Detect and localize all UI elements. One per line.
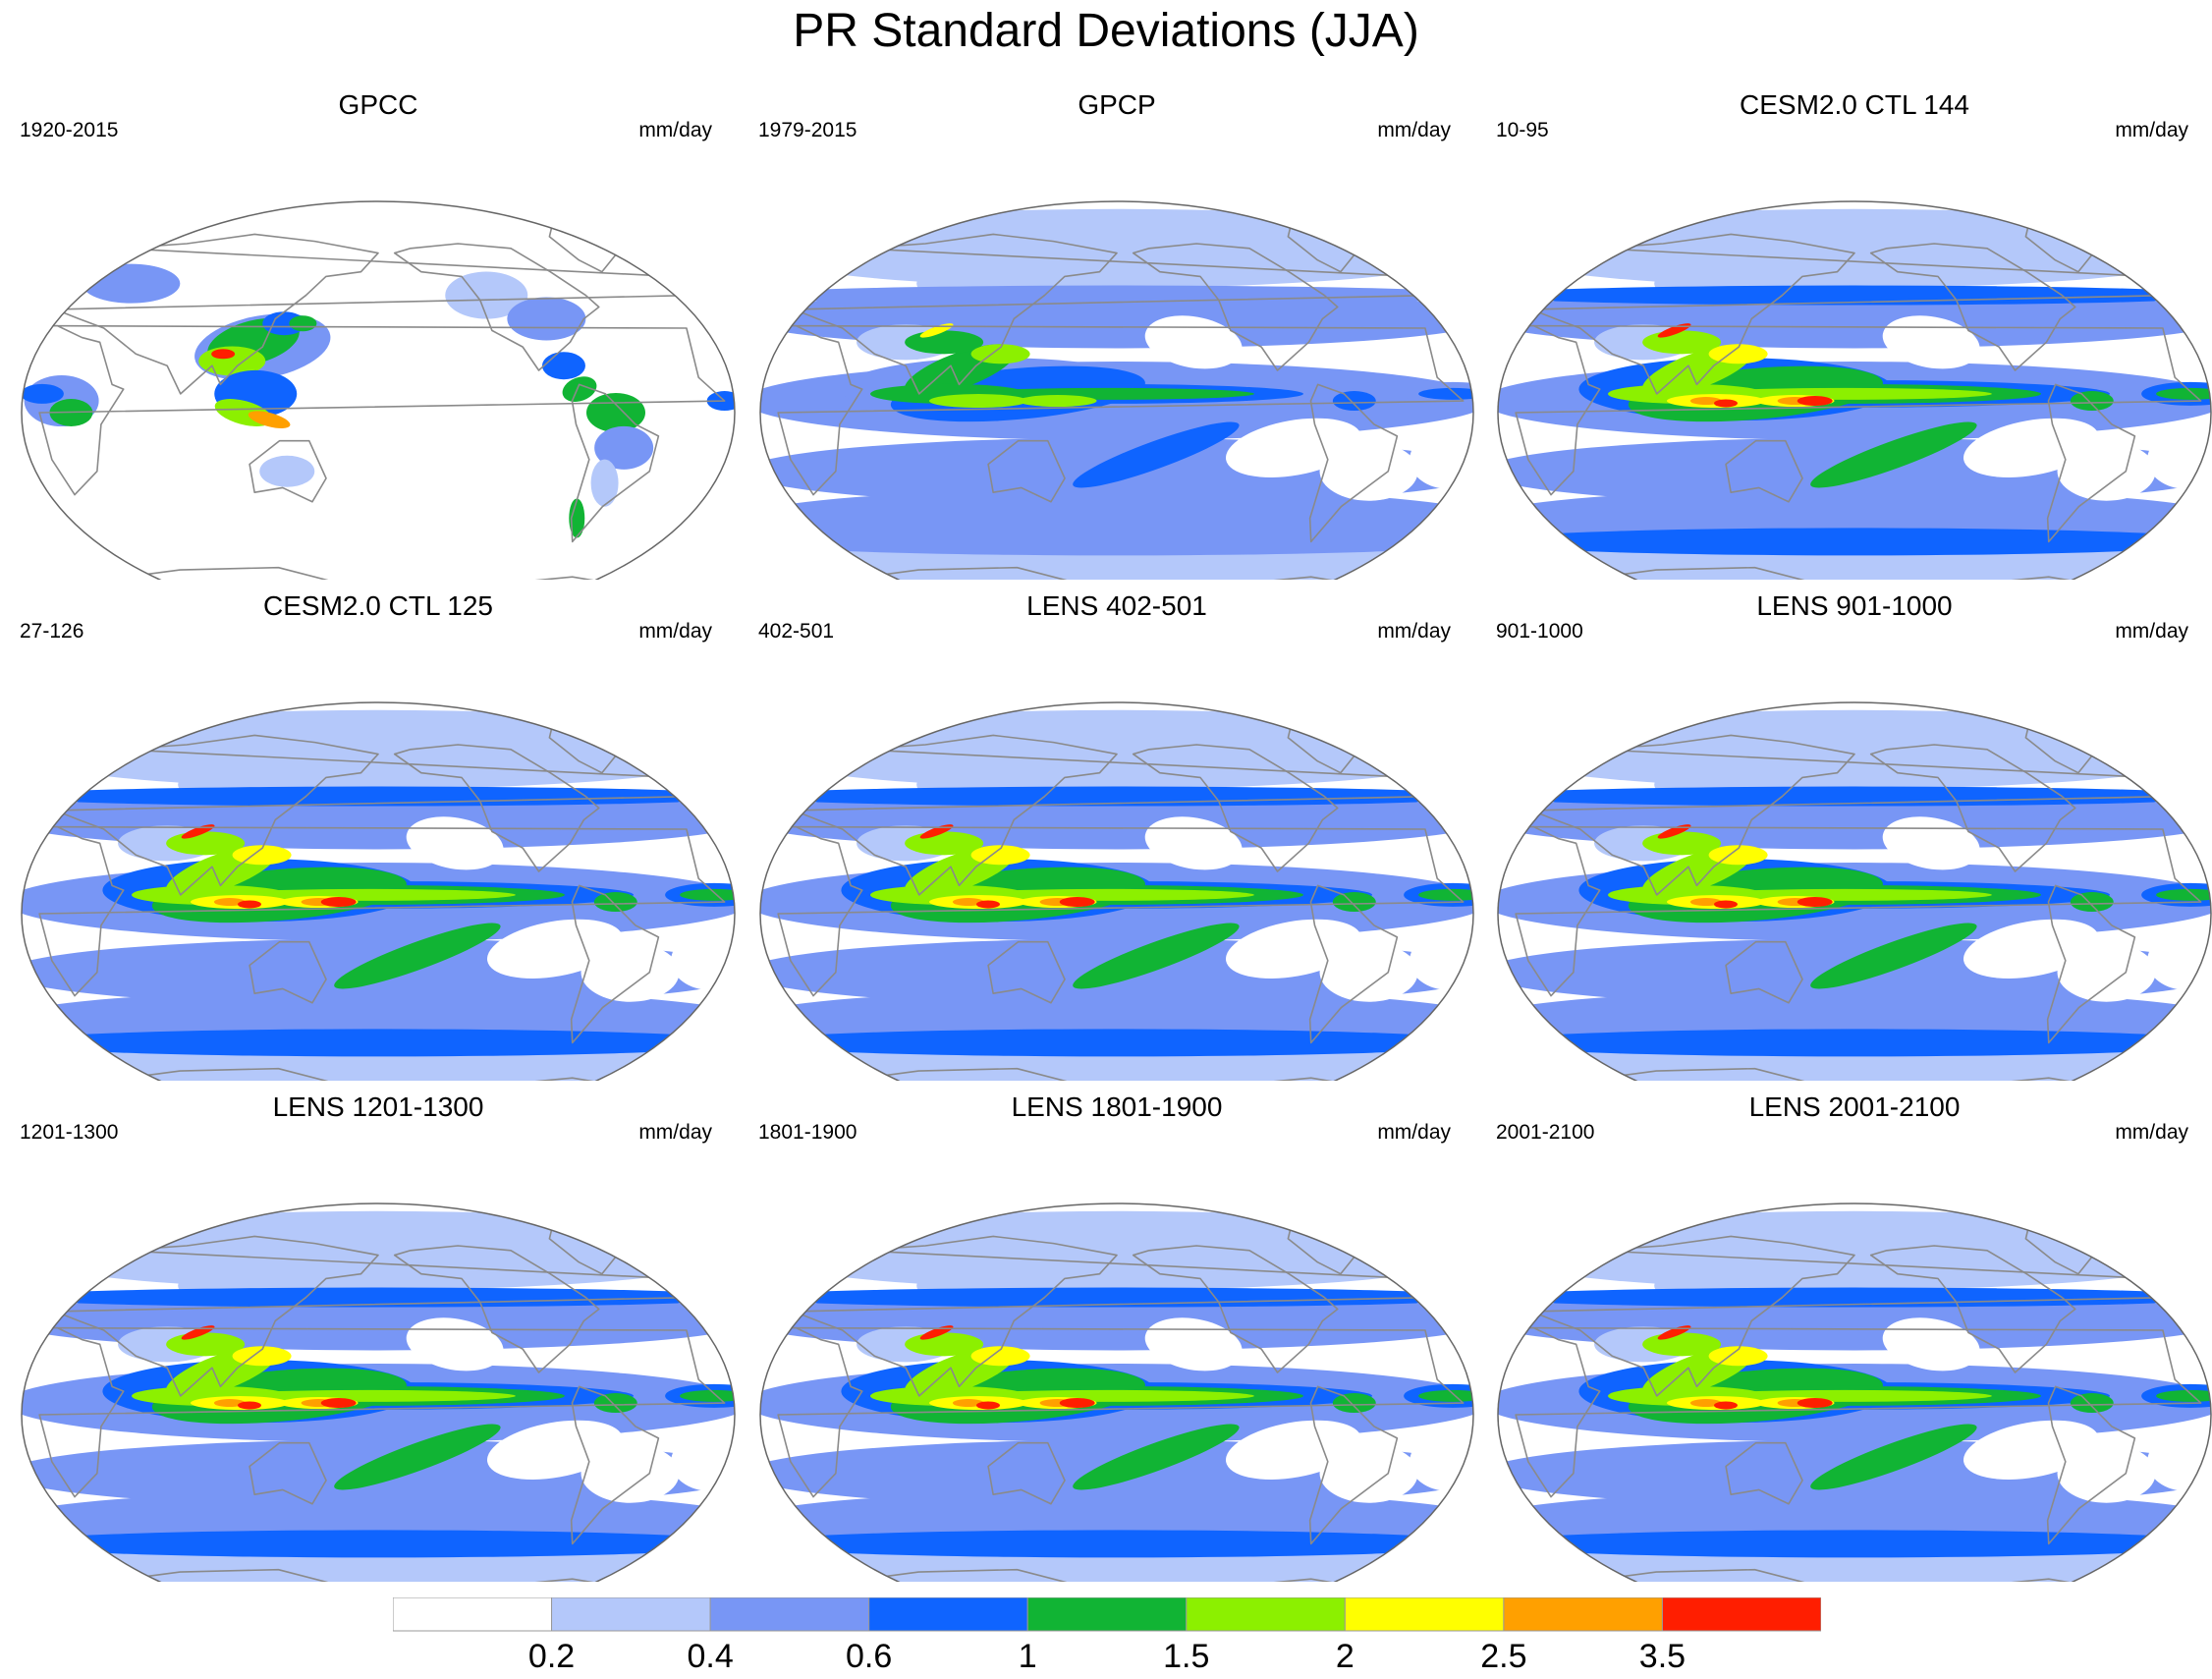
colorbar-swatch (551, 1597, 711, 1632)
coastlines (776, 1221, 1465, 1582)
precip-field (1498, 1203, 2211, 1582)
colorbar-swatch (1503, 1597, 1663, 1632)
colorbar-tick-label: 3.5 (1638, 1638, 1687, 1675)
panel-period: 1801-1900 (758, 1121, 857, 1144)
panel-units: mm/day (1377, 119, 1451, 141)
world-map (1497, 1203, 2212, 1582)
panel-period: 10-95 (1496, 119, 1549, 141)
map-outline (759, 701, 1474, 1081)
colorbar-tick-label: 1 (1018, 1638, 1037, 1675)
panel-title: CESM2.0 CTL 125 (263, 590, 493, 621)
colorbar-swatch (1344, 1597, 1505, 1632)
map-panel: LENS 1801-1900 1801-1900 mm/day (748, 1091, 1485, 1582)
map-panel: LENS 1201-1300 1201-1300 mm/day (10, 1091, 747, 1582)
colorbar-tick-label: 2 (1335, 1638, 1355, 1675)
panel-title: LENS 1201-1300 (272, 1091, 484, 1122)
map-panel: LENS 2001-2100 2001-2100 mm/day (1486, 1091, 2212, 1582)
map-panel: LENS 402-501 402-501 mm/day (748, 589, 1485, 1081)
panel-units: mm/day (2115, 119, 2188, 141)
panel-title: GPCP (1078, 89, 1156, 120)
colorbar-swatch (1661, 1597, 1821, 1632)
panel-period: 1920-2015 (20, 119, 119, 141)
panel-units: mm/day (1377, 1121, 1451, 1144)
map-outline (1497, 1203, 2212, 1582)
world-map (759, 200, 1474, 580)
figure-title: PR Standard Deviations (JJA) (793, 5, 1419, 57)
map-panel: GPCC 1920-2015 mm/day (10, 88, 747, 580)
panel-title: LENS 1801-1900 (1011, 1091, 1223, 1122)
coastlines (1514, 720, 2202, 1081)
coastlines (37, 219, 726, 580)
map-outline (21, 1203, 736, 1582)
panel-period: 402-501 (758, 620, 835, 643)
colorbar-tick-label: 2.5 (1480, 1638, 1527, 1675)
panel-title: CESM2.0 CTL 144 (1740, 89, 1969, 120)
precip-field (760, 702, 1473, 1081)
panel-units: mm/day (638, 620, 712, 643)
world-map (21, 701, 736, 1081)
panel-units: mm/day (2115, 1121, 2188, 1144)
map-panel: GPCP 1979-2015 mm/day (748, 88, 1485, 580)
colorbar-swatches (393, 1597, 1821, 1632)
panel-title: LENS 2001-2100 (1748, 1091, 1961, 1122)
colorbar-swatch (393, 1597, 553, 1632)
map-outline (759, 200, 1474, 580)
colorbar-swatch (709, 1597, 870, 1632)
colorbar-tick-label: 0.4 (687, 1638, 734, 1675)
map-outline (1497, 701, 2212, 1081)
colorbar-tick-label: 0.6 (846, 1638, 893, 1675)
map-panel: CESM2.0 CTL 144 10-95 mm/day (1486, 88, 2212, 580)
colorbar-tick-label: 1.5 (1163, 1638, 1210, 1675)
colorbar (393, 1597, 1821, 1633)
map-outline (21, 200, 736, 580)
world-map (759, 1203, 1474, 1582)
map-outline (1497, 200, 2212, 580)
map-outline (759, 1203, 1474, 1582)
world-map (21, 200, 736, 580)
panel-period: 901-1000 (1496, 620, 1583, 643)
panel-title: GPCC (338, 89, 418, 120)
colorbar-swatch (1026, 1597, 1188, 1632)
colorbar-swatch (1186, 1597, 1346, 1632)
map-panel: CESM2.0 CTL 125 27-126 mm/day (10, 589, 747, 1081)
coastlines (776, 720, 1465, 1081)
panel-units: mm/day (638, 1121, 712, 1144)
coastlines (776, 219, 1465, 580)
panel-title: LENS 901-1000 (1756, 590, 1953, 621)
panel-title: LENS 402-501 (1026, 590, 1207, 621)
precip-field (22, 201, 735, 580)
panel-period: 1979-2015 (758, 119, 857, 141)
precip-field (1498, 702, 2211, 1081)
panel-period: 27-126 (20, 620, 84, 643)
precip-field (760, 201, 1473, 580)
map-outline (21, 701, 736, 1081)
colorbar-labels: 0.2 0.4 0.6 1 1.5 2 2.5 3.5 (393, 1637, 1821, 1676)
world-map (21, 1203, 736, 1582)
colorbar-swatch (868, 1597, 1028, 1632)
coastlines (1514, 1221, 2202, 1582)
precip-field (1498, 201, 2211, 580)
panel-units: mm/day (2115, 620, 2188, 643)
panel-units: mm/day (1377, 620, 1451, 643)
panel-period: 2001-2100 (1496, 1121, 1595, 1144)
world-map (1497, 701, 2212, 1081)
world-map (1497, 200, 2212, 580)
coastlines (37, 1221, 726, 1582)
panel-units: mm/day (638, 119, 712, 141)
precip-field (22, 1203, 735, 1582)
precip-field (760, 1203, 1473, 1582)
colorbar-tick-label: 0.2 (527, 1638, 576, 1675)
panel-period: 1201-1300 (20, 1121, 119, 1144)
map-panel: LENS 901-1000 901-1000 mm/day (1486, 589, 2212, 1081)
precip-field (22, 702, 735, 1081)
world-map (759, 701, 1474, 1081)
